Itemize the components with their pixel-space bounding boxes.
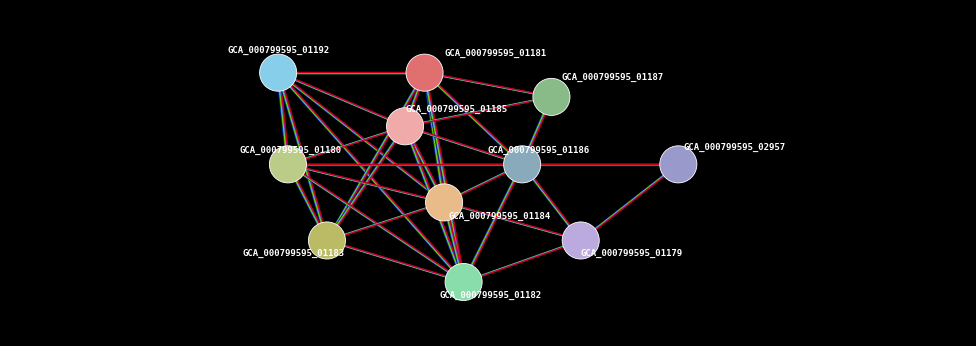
Ellipse shape (445, 263, 482, 301)
Text: GCA_000799595_01182: GCA_000799595_01182 (439, 291, 542, 300)
Ellipse shape (504, 146, 541, 183)
Ellipse shape (269, 146, 306, 183)
Ellipse shape (406, 54, 443, 91)
Ellipse shape (308, 222, 346, 259)
Text: GCA_000799595_01192: GCA_000799595_01192 (227, 46, 329, 55)
Text: GCA_000799595_01180: GCA_000799595_01180 (239, 146, 342, 155)
Ellipse shape (260, 54, 297, 91)
Text: GCA_000799595_01186: GCA_000799595_01186 (488, 146, 590, 155)
Text: GCA_000799595_01187: GCA_000799595_01187 (561, 73, 664, 82)
Ellipse shape (660, 146, 697, 183)
Text: GCA_000799595_01181: GCA_000799595_01181 (444, 49, 547, 58)
Text: GCA_000799595_01185: GCA_000799595_01185 (405, 104, 508, 113)
Ellipse shape (386, 108, 424, 145)
Text: GCA_000799595_01179: GCA_000799595_01179 (581, 249, 683, 258)
Text: GCA_000799595_01183: GCA_000799595_01183 (242, 249, 345, 258)
Ellipse shape (533, 78, 570, 116)
Text: GCA_000799595_01184: GCA_000799595_01184 (449, 212, 551, 221)
Text: GCA_000799595_02957: GCA_000799595_02957 (683, 143, 786, 152)
Ellipse shape (426, 184, 463, 221)
Ellipse shape (562, 222, 599, 259)
